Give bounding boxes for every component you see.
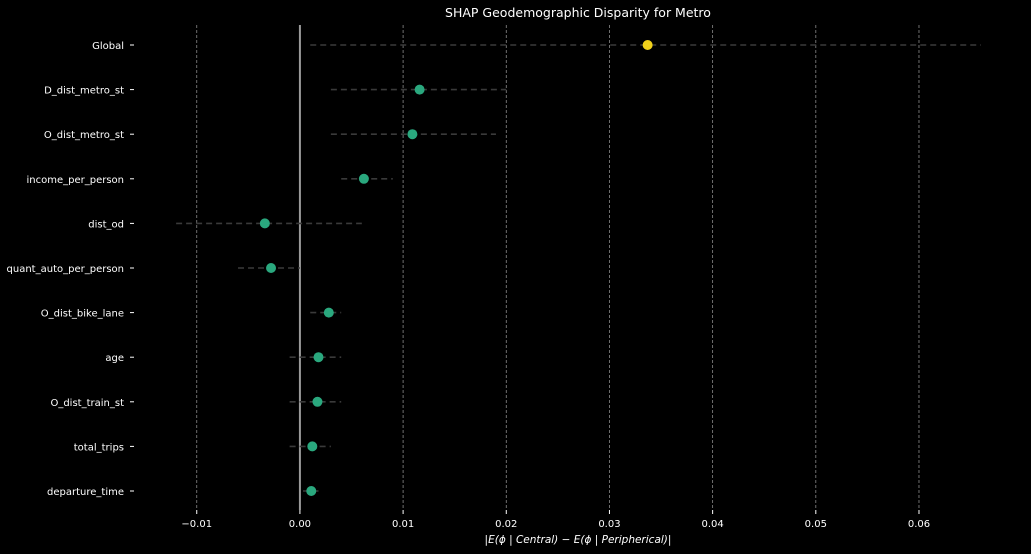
point-D_dist_metro_st (414, 84, 425, 95)
y-tick-label: age (105, 353, 124, 364)
x-tick-label: 0.01 (392, 519, 414, 530)
y-tick-label: quant_auto_per_person (7, 264, 124, 275)
x-axis-label: |E(ϕ | Central) − E(ϕ | Peripherical)| (485, 534, 672, 546)
y-tick-label: O_dist_train_st (50, 398, 124, 409)
x-tick-label: 0.02 (495, 519, 517, 530)
y-tick-label: departure_time (47, 487, 124, 498)
point-income_per_person (358, 173, 369, 184)
point-quant_auto_per_person (266, 263, 277, 273)
point-departure_time (306, 486, 317, 496)
y-tick-label: Global (92, 41, 124, 52)
point-O_dist_bike_lane (323, 307, 334, 318)
y-tick-label: D_dist_metro_st (44, 86, 124, 97)
y-tick-label: total_trips (74, 442, 124, 453)
y-tick-label: dist_od (88, 219, 124, 230)
y-tick-label: income_per_person (26, 175, 124, 186)
point-O_dist_metro_st (407, 129, 418, 140)
chart-title: SHAP Geodemographic Disparity for Metro (445, 5, 711, 20)
x-tick-label: 0.05 (805, 519, 827, 530)
data-points (259, 40, 653, 496)
point-age (313, 352, 324, 363)
confidence-intervals (176, 44, 981, 492)
point-total_trips (307, 441, 318, 452)
grid-layer (196, 25, 920, 510)
y-tick-label: O_dist_metro_st (44, 130, 124, 141)
y-tick-labels: Global D_dist_metro_st O_dist_metro_stinco… (7, 41, 134, 498)
point-dist_od (259, 218, 270, 229)
point-O_dist_train_st (312, 396, 323, 407)
point-Global (642, 40, 653, 50)
y-tick-label: O_dist_bike_lane (41, 309, 124, 320)
x-tick-label: 0.03 (598, 519, 620, 530)
x-tick-label: −0.01 (181, 519, 212, 530)
x-tick-label: 0.04 (701, 519, 723, 530)
x-tick-label: 0.06 (908, 519, 930, 530)
x-tick-label: 0.00 (289, 519, 311, 530)
x-tick-labels: −0.01 0.00 0.01 0.02 0.03 0.04 0.05 0.06 (181, 510, 930, 530)
